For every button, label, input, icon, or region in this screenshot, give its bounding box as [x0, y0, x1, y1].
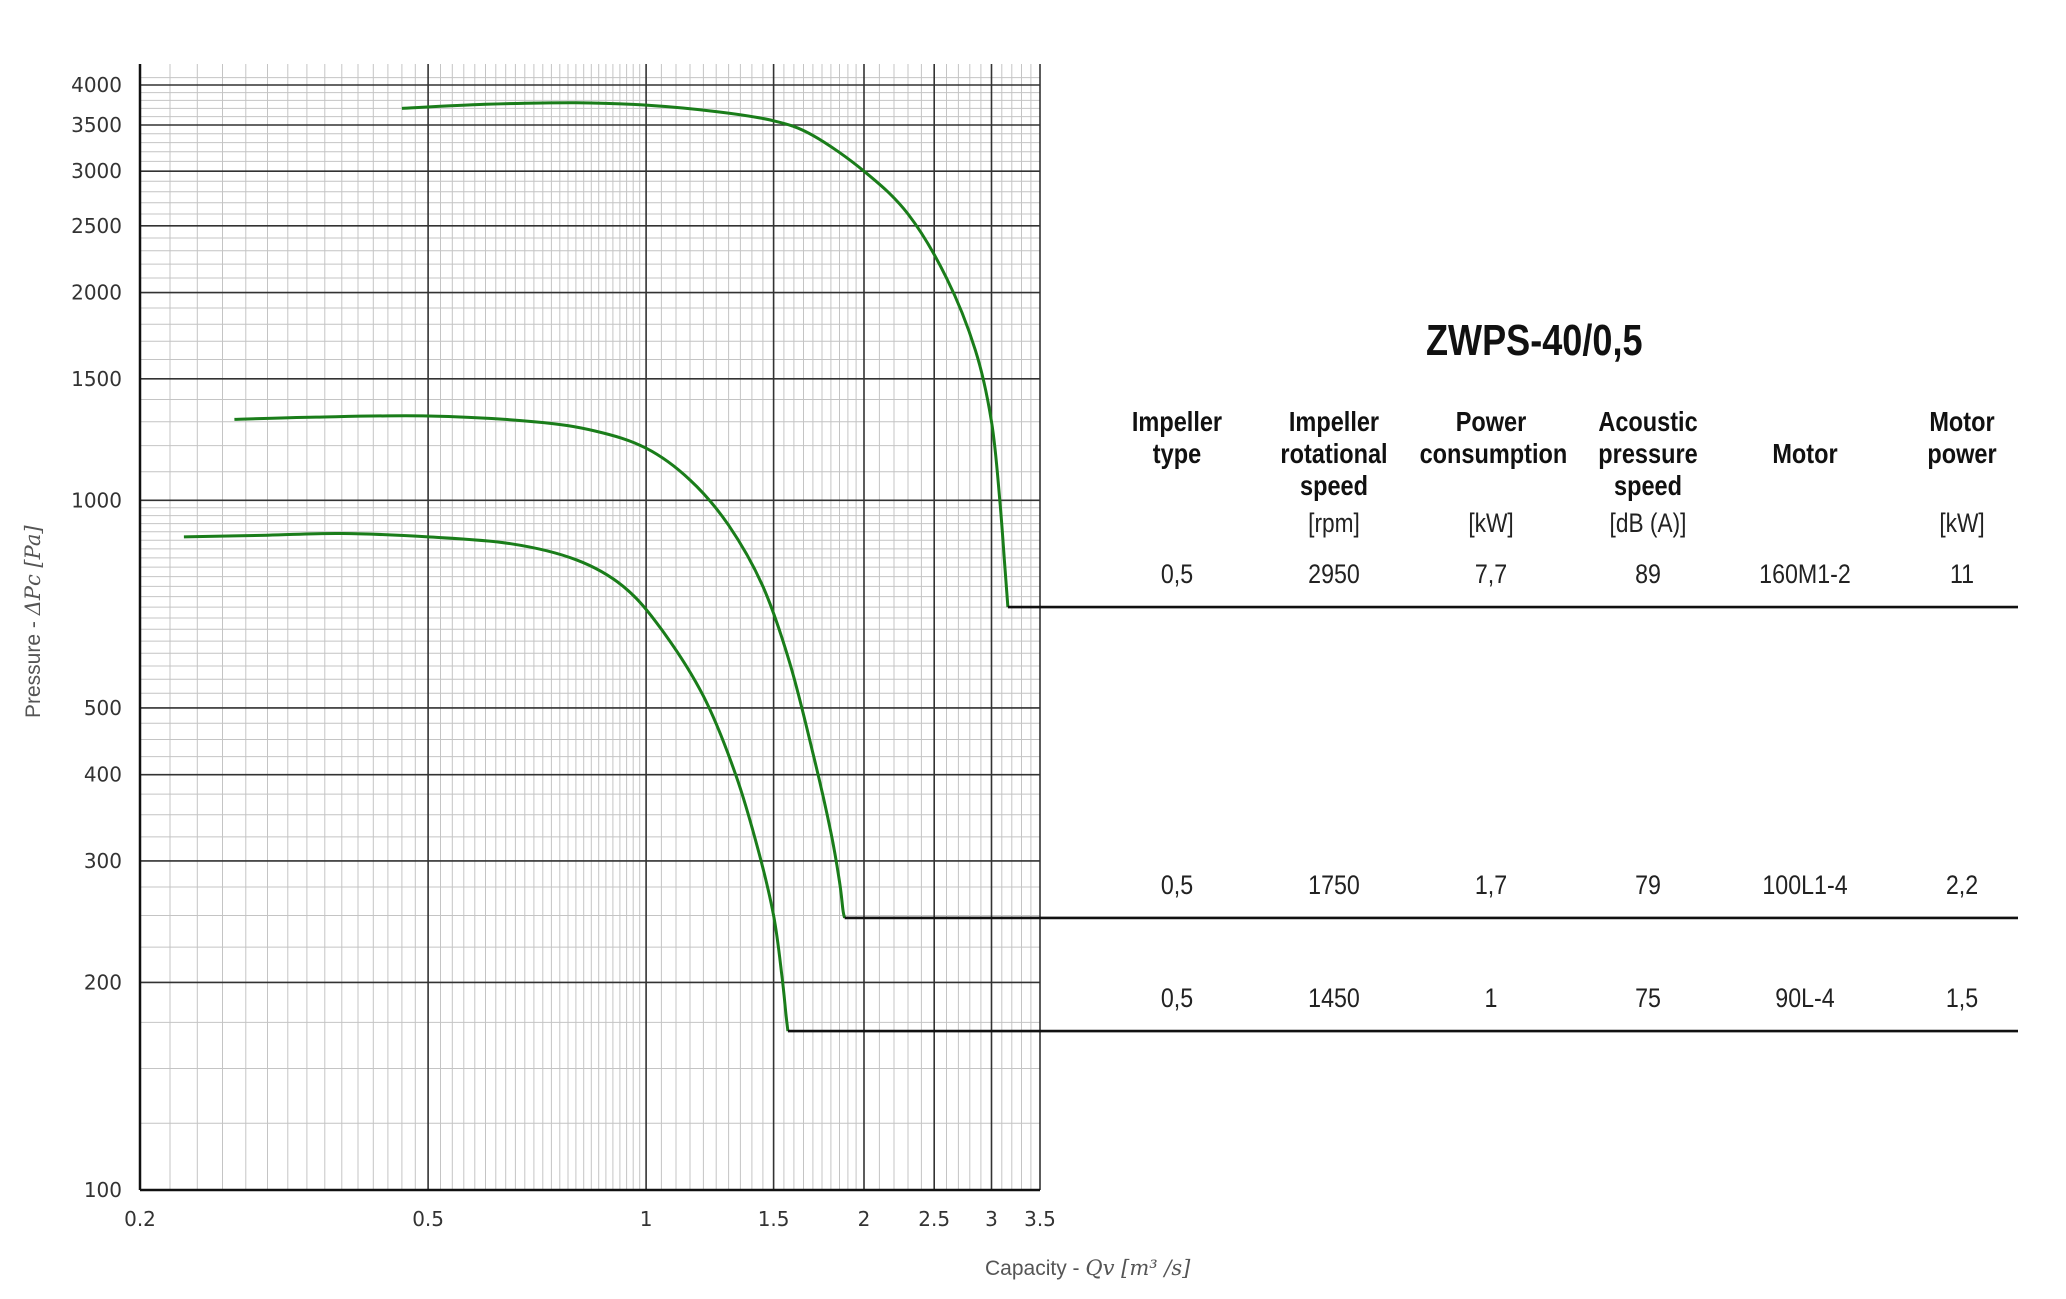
minor-grid	[139, 64, 1041, 1191]
column-header-line: speed	[1614, 470, 1682, 501]
y-tick-label: 300	[84, 849, 122, 873]
x-axis-title-math: Qv [m³ /s]	[1085, 1256, 1191, 1280]
y-tick-label: 200	[84, 970, 122, 994]
table-cell-motor: 100L1-4	[1762, 870, 1848, 900]
y-tick-labels: 100 200 300 400 500 1000 1500 2000 2500 3000 3500 4…	[71, 73, 122, 1202]
column-header-line: power	[1927, 438, 1997, 469]
table-cell-power: 1	[1484, 983, 1498, 1013]
x-tick-label: 0.2	[124, 1207, 156, 1231]
table-cell-motor_power: 11	[1949, 559, 1975, 589]
y-axis-title-math: ΔPc [Pa]	[21, 525, 45, 617]
column-header-line: Power	[1455, 406, 1527, 437]
table-cell-power: 1,7	[1474, 870, 1508, 900]
y-tick-label: 1000	[71, 488, 122, 512]
table-cell-motor: 90L-4	[1775, 983, 1835, 1013]
table-cell-acoustic: 75	[1635, 983, 1661, 1013]
column-header-type: Impeller type	[1106, 406, 1249, 470]
column-unit-speed: [rpm]	[1308, 508, 1360, 538]
column-unit-motor_power: [kW]	[1939, 508, 1985, 538]
fan-curve-3	[183, 531, 790, 1032]
table-cell-motor_power: 2,2	[1945, 870, 1979, 900]
x-tick-label: 2	[858, 1207, 871, 1231]
table-cell-acoustic: 89	[1635, 559, 1661, 589]
y-tick-label: 1500	[71, 367, 122, 391]
table-cell-type: 0,5	[1160, 870, 1194, 900]
table-cell-speed: 1750	[1308, 870, 1360, 900]
column-unit-acoustic: [dB (A)]	[1609, 508, 1687, 538]
column-header-line: consumption	[1419, 438, 1568, 469]
x-tick-label: 1	[640, 1207, 653, 1231]
column-header-power: Power consumption	[1419, 406, 1568, 470]
column-header-acoustic: Acoustic pressure speed	[1577, 406, 1720, 502]
major-grid	[139, 64, 1041, 1191]
fan-curve-1	[401, 101, 1010, 608]
x-tick-label: 3	[985, 1207, 998, 1231]
column-header-line: rotational	[1280, 438, 1388, 469]
column-header-motor_power: Motor power	[1891, 406, 2034, 470]
fan-curve-2	[234, 414, 847, 919]
x-axis-title-prefix: Capacity -	[985, 1257, 1085, 1280]
y-tick-label: 2500	[71, 214, 122, 238]
table-cell-motor: 160M1-2	[1759, 559, 1851, 589]
y-axis-title-prefix: Pressure -	[22, 615, 45, 718]
column-header-line: Acoustic	[1598, 406, 1698, 437]
x-tick-label: 0.5	[412, 1207, 444, 1231]
series-group	[183, 101, 1010, 1032]
y-tick-label: 500	[84, 696, 122, 720]
x-axis-title: Capacity - Qv [m³ /s]	[985, 1256, 1191, 1280]
table-cell-motor_power: 1,5	[1945, 983, 1979, 1013]
column-header-line: Impeller	[1131, 406, 1223, 437]
leader-lines	[787, 605, 2018, 1033]
y-tick-label: 100	[84, 1178, 122, 1202]
column-header-line: pressure	[1598, 438, 1698, 469]
axes	[138, 64, 1040, 1192]
column-header-speed: Impeller rotational speed	[1263, 406, 1406, 502]
table-cell-acoustic: 79	[1635, 870, 1661, 900]
column-header-line: Motor	[1929, 406, 1995, 437]
table-cell-speed: 1450	[1308, 983, 1360, 1013]
y-axis-title: Pressure - ΔPc [Pa]	[21, 525, 45, 718]
x-tick-labels: 0.2 0.5 1 1.5 2 2.5 3 3.5	[124, 1207, 1056, 1231]
table-cell-power: 7,7	[1474, 559, 1508, 589]
column-header-line: speed	[1300, 470, 1368, 501]
x-tick-label: 3.5	[1024, 1207, 1056, 1231]
table-cell-type: 0,5	[1160, 559, 1194, 589]
column-header-line: Motor	[1772, 438, 1838, 469]
column-header-motor: Motor	[1734, 438, 1877, 470]
y-tick-label: 400	[84, 763, 122, 787]
y-tick-label: 4000	[71, 73, 122, 97]
y-tick-label: 3000	[71, 159, 122, 183]
y-tick-label: 2000	[71, 281, 122, 305]
chart-title: ZWPS-40/0,5	[1426, 316, 1643, 365]
table-cell-type: 0,5	[1160, 983, 1194, 1013]
x-tick-label: 2.5	[918, 1207, 950, 1231]
x-tick-label: 1.5	[758, 1207, 790, 1231]
table-cell-speed: 2950	[1308, 559, 1360, 589]
y-tick-label: 3500	[71, 113, 122, 137]
column-header-line: Impeller	[1288, 406, 1380, 437]
column-unit-power: [kW]	[1468, 508, 1514, 538]
column-header-line: type	[1152, 438, 1202, 469]
